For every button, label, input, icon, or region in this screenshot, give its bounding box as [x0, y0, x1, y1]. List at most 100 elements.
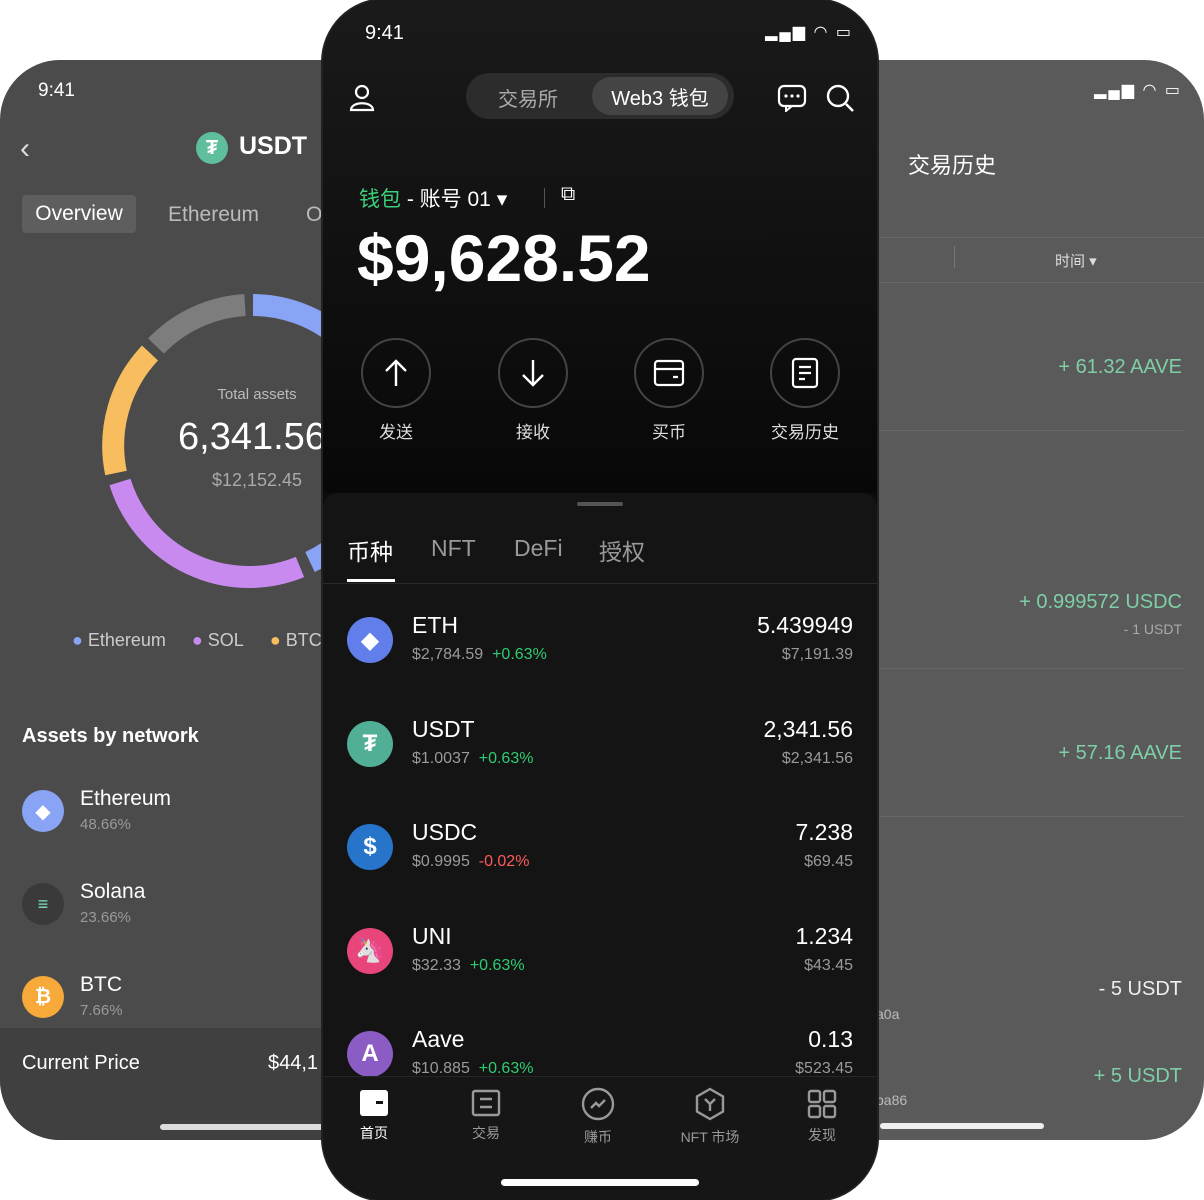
tx-address: a0a [876, 1006, 900, 1022]
donut-segment-other [148, 294, 246, 354]
tab-other[interactable]: O [306, 203, 323, 226]
donut-segment-btc [102, 345, 159, 476]
aave-icon: A [347, 1031, 393, 1077]
chart-legend: ● Ethereum ● SOL ● BTC [72, 630, 322, 651]
drag-handle[interactable] [577, 502, 623, 506]
account-selector[interactable]: 钱包 - 账号 01 ▾ [359, 188, 508, 211]
message-icon[interactable] [777, 84, 807, 112]
total-assets-label: Total assets [217, 386, 297, 403]
send-button[interactable]: 发送 [336, 338, 456, 443]
section-title: Assets by network [22, 725, 199, 747]
asset-row-usdt[interactable]: ₮ USDT $1.0037 +0.63% 2,341.56 $2,341.56 [323, 696, 877, 799]
legend-ethereum: ● Ethereum [72, 630, 166, 650]
price-value: $44,1 [268, 1052, 319, 1074]
asset-row-usdc[interactable]: $ USDC $0.9995 -0.02% 7.238 $69.45 [323, 799, 877, 902]
search-icon[interactable] [825, 83, 855, 113]
tab-nft[interactable]: NFT [431, 535, 476, 561]
tab-exchange[interactable]: 交易所 [498, 89, 558, 111]
asset-value: $523.45 [795, 1060, 853, 1077]
total-assets-value: 6,341.56 [178, 416, 326, 458]
nav-home[interactable]: 首页 [323, 1089, 429, 1143]
usdt-icon: ₮ [196, 132, 228, 164]
legend-sol: ● SOL [191, 630, 244, 650]
tab-approvals[interactable]: 授权 [599, 539, 645, 565]
asset-symbol: ETH [412, 612, 458, 638]
asset-amount: 0.13 [808, 1026, 853, 1052]
tx-amount: + 57.16 AAVE [1058, 742, 1182, 764]
asset-price: $0.9995 -0.02% [412, 853, 530, 870]
tx-amount: - 5 USDT [1098, 978, 1182, 1000]
center-phone-screen: 9:41 ▂▄▆ ◠ ▭ 交易所 Web3 钱包 钱包 - 账号 01 ▾ ⧉ … [323, 0, 877, 1200]
nav-discover[interactable]: 发现 [767, 1089, 877, 1145]
asset-price: $1.0037 +0.63% [412, 749, 534, 767]
time-filter-dropdown[interactable]: 时间 ▾ [1055, 253, 1097, 270]
tab-ethereum[interactable]: Ethereum [168, 203, 260, 226]
asset-value: $2,341.56 [781, 749, 853, 767]
asset-symbol: USDC [412, 819, 478, 845]
history-button[interactable]: 交易历史 [745, 338, 865, 443]
home-indicator [160, 1124, 360, 1130]
asset-symbol: Aave [412, 1026, 465, 1052]
buy-button[interactable]: 买币 [609, 338, 729, 443]
asset-amount: 1.234 [795, 922, 853, 949]
home-indicator [501, 1179, 699, 1186]
status-time: 9:41 [38, 80, 75, 101]
total-assets-fiat: $12,152.45 [211, 470, 303, 490]
receive-button[interactable]: 接收 [473, 338, 593, 443]
nav-nft-market[interactable]: NFT 市场 [655, 1087, 765, 1147]
network-pct: 7.66% [80, 1002, 123, 1019]
tx-amount: + 61.32 AAVE [1058, 356, 1182, 378]
page-title: 交易历史 [908, 153, 997, 178]
bottom-nav: 首页 交易 赚币 NFT 市场 发现 [323, 1076, 877, 1200]
network-name: BTC [80, 973, 122, 996]
asset-symbol: USDT [412, 715, 475, 742]
back-icon[interactable]: ‹ [20, 132, 30, 165]
btc-icon: ₿ [22, 976, 64, 1018]
tx-address: ba86 [876, 1092, 908, 1108]
asset-row-eth[interactable]: ◆ ETH $2,784.59 +0.63% 5.439949 $7,191.3… [323, 592, 877, 695]
asset-row-aave[interactable]: A Aave $10.885 +0.63% 0.13 $523.45 [323, 1006, 877, 1109]
uni-icon: 🦄 [347, 927, 393, 974]
page-title: USDT [239, 132, 308, 160]
price-label: Current Price [22, 1052, 140, 1074]
nav-trade[interactable]: 交易 [431, 1089, 541, 1143]
solana-icon: ≡ [22, 883, 64, 925]
tab-defi[interactable]: DeFi [514, 535, 563, 561]
asset-amount: 7.238 [795, 819, 853, 845]
status-icons: ▂▄▆ ◠ ▭ [765, 24, 853, 41]
asset-price: $2,784.59 +0.63% [412, 646, 547, 663]
donut-segment-sol [109, 478, 305, 588]
mode-switch: 交易所 Web3 钱包 [466, 73, 734, 119]
tab-web3-wallet[interactable]: Web3 钱包 [592, 77, 728, 115]
tab-tokens[interactable]: 币种 [347, 539, 393, 565]
eth-icon: ◆ [347, 617, 393, 663]
tx-secondary: - 1 USDT [1123, 621, 1182, 637]
network-pct: 23.66% [80, 909, 131, 926]
status-time: 9:41 [365, 22, 404, 44]
nav-earn[interactable]: 赚币 [543, 1087, 653, 1147]
status-icons: ▂▄▆ ◠ ▭ [1094, 82, 1182, 99]
copy-icon[interactable]: ⧉ [561, 183, 576, 205]
asset-value: $7,191.39 [781, 646, 853, 663]
tx-amount: + 5 USDT [1093, 1065, 1182, 1087]
asset-price: $32.33 +0.63% [412, 956, 525, 974]
asset-amount: 2,341.56 [763, 715, 853, 742]
asset-value: $69.45 [804, 853, 853, 870]
asset-symbol: UNI [412, 922, 452, 949]
usdt-icon: ₮ [347, 720, 393, 767]
network-name: Ethereum [80, 787, 172, 810]
tx-amount: + 0.999572 USDC [1019, 591, 1182, 613]
home-indicator [880, 1123, 1044, 1129]
tab-overview[interactable]: Overview [22, 195, 136, 233]
asset-price: $10.885 +0.63% [412, 1060, 534, 1077]
legend-btc: ● BTC [269, 630, 322, 650]
asset-row-uni[interactable]: 🦄 UNI $32.33 +0.63% 1.234 $43.45 [323, 903, 877, 1006]
asset-amount: 5.439949 [757, 612, 853, 638]
asset-value: $43.45 [804, 956, 853, 974]
network-name: Solana [80, 880, 146, 903]
profile-icon[interactable] [347, 82, 377, 112]
network-pct: 48.66% [80, 816, 131, 833]
usdc-icon: $ [347, 824, 393, 870]
balance: $9,628.52 [357, 221, 651, 295]
ethereum-icon: ◆ [22, 790, 64, 832]
